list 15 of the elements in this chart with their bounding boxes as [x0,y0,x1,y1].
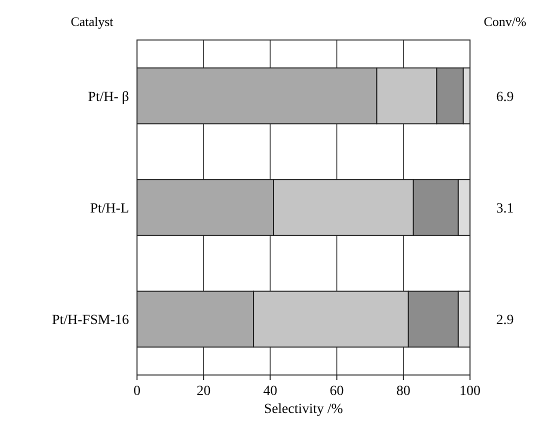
y2-axis-title: Conv/% [484,14,526,29]
x-axis-title: Selectivity /% [264,402,344,417]
x-tick-label: 60 [330,384,344,399]
x-tick-label: 0 [134,384,140,399]
y-tick-label: Pt/H- β [88,90,129,105]
y-axis-title: Catalyst [70,14,114,29]
x-tick-label: 80 [396,384,410,399]
text: 2.9 [496,313,514,328]
text: 3.1 [496,202,514,216]
y-tick-label: Pt/H-L [90,202,129,216]
y-tick-label: Pt/H-FSM-16 [52,313,129,328]
text: 6.9 [496,90,514,105]
x-tick-label: 20 [196,384,211,399]
x-tick-label: 40 [263,384,278,399]
x-tick-label: 100 [460,384,480,399]
